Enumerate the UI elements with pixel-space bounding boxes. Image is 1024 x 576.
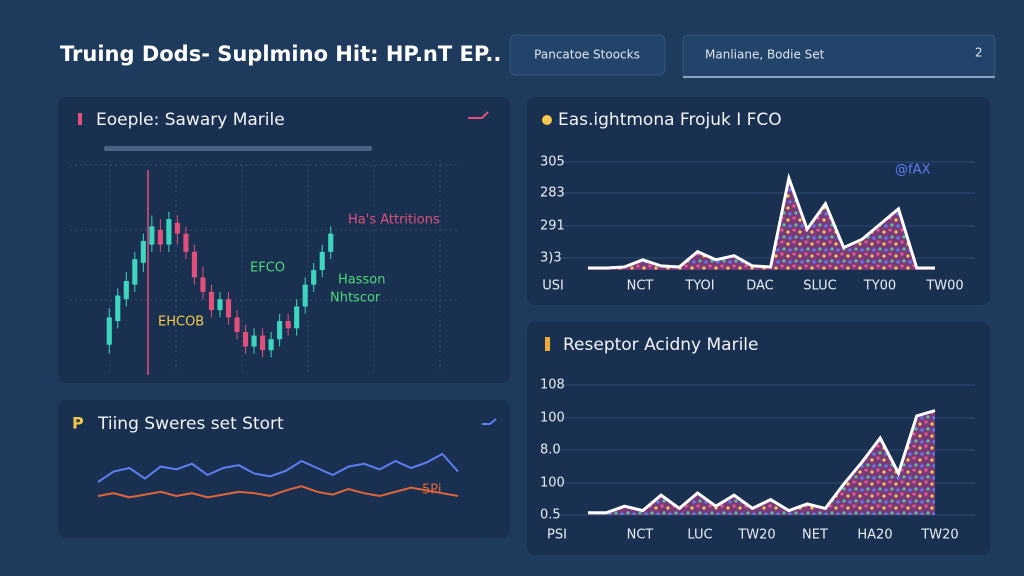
candle-body — [285, 321, 291, 329]
area-line — [588, 409, 936, 515]
x-label: TW20 — [920, 528, 958, 543]
series-line — [97, 452, 459, 483]
y-label: 108 — [540, 378, 565, 393]
candle-body — [268, 339, 274, 351]
candle-body — [157, 230, 163, 245]
candle-body — [123, 281, 129, 300]
x-label: LUC — [687, 528, 712, 543]
dropdown-badge: 2 — [975, 46, 983, 60]
candle-body — [200, 277, 206, 292]
x-label: NCT — [627, 528, 654, 543]
annotation: 5Pi — [422, 483, 441, 498]
x-label: PSI — [547, 528, 567, 543]
x-label: DAC — [746, 279, 774, 294]
y-label: 0.5 — [540, 508, 561, 523]
panel-title: Reseptor Acidny Marile — [563, 335, 758, 355]
y-label: 8.0 — [540, 443, 561, 458]
candle-body — [319, 251, 325, 271]
candle-body — [294, 306, 300, 329]
candle-body — [260, 335, 266, 351]
candle-body — [277, 321, 283, 340]
annotation: Ha's Attritions — [348, 213, 440, 228]
annotation: Nhtscor — [330, 291, 381, 306]
x-label: TW20 — [737, 528, 775, 543]
candle-body — [243, 331, 249, 347]
panel-title: Eas.ightmona Frojuk I FCO — [558, 110, 782, 130]
x-label: TY00 — [863, 279, 896, 294]
page-title: Truing Dods- Suplmino Hit: HP.nT EP.. — [60, 42, 501, 66]
panel-icon: P — [72, 414, 84, 433]
y-label: 283 — [540, 186, 565, 201]
x-label: SLUC — [803, 279, 836, 294]
candle-body — [106, 317, 112, 345]
candle-body — [225, 299, 232, 318]
candle-body — [174, 222, 180, 234]
candle-body — [328, 233, 334, 252]
candle-body — [149, 226, 155, 245]
annotation: Hasson — [338, 273, 385, 288]
panel-menu[interactable] — [482, 418, 497, 425]
button-label: Pancatoe Stoocks — [534, 48, 640, 62]
dropdown-label: Manliane, Bodie Set — [705, 48, 825, 62]
panel — [58, 400, 510, 538]
panel-title: Tiing Sweres set Stort — [97, 414, 284, 434]
x-label: TYOI — [684, 279, 714, 294]
annotation: EFCO — [250, 261, 285, 276]
panel-icon — [545, 337, 550, 351]
candle-body — [217, 299, 223, 311]
annotation: @fAX — [895, 163, 930, 178]
candle-body — [302, 284, 308, 307]
panel — [58, 97, 510, 383]
button[interactable] — [509, 34, 666, 76]
panel-menu[interactable] — [468, 111, 489, 119]
y-label: 305 — [540, 155, 565, 170]
series-line — [97, 485, 459, 499]
y-label: 3)3 — [540, 251, 562, 266]
candle-body — [140, 240, 146, 263]
candle-body — [234, 317, 240, 332]
panel-icon — [78, 113, 82, 125]
area-line — [588, 172, 935, 270]
candle-body — [311, 270, 317, 285]
scrollbar[interactable] — [104, 146, 372, 151]
y-label: 100 — [540, 411, 565, 426]
grid — [70, 160, 460, 375]
candle-body — [166, 219, 172, 245]
x-label: NCT — [627, 279, 654, 294]
candle-body — [208, 291, 215, 311]
y-label: 291 — [540, 219, 565, 234]
annotation: EHCOB — [158, 315, 204, 330]
candle-body — [132, 259, 138, 285]
panel-title: Eoeple: Sawary Marile — [96, 110, 285, 130]
x-label: NET — [802, 528, 828, 543]
candle-body — [115, 295, 121, 322]
x-label: USI — [542, 279, 564, 294]
candle-body — [251, 335, 257, 347]
panel-icon — [542, 115, 552, 125]
y-label: 100 — [540, 476, 565, 491]
area-fill — [588, 410, 935, 515]
x-label: HA20 — [857, 528, 892, 543]
candle-body — [191, 251, 197, 278]
x-label: TW00 — [925, 279, 963, 294]
candle-body — [183, 233, 189, 252]
